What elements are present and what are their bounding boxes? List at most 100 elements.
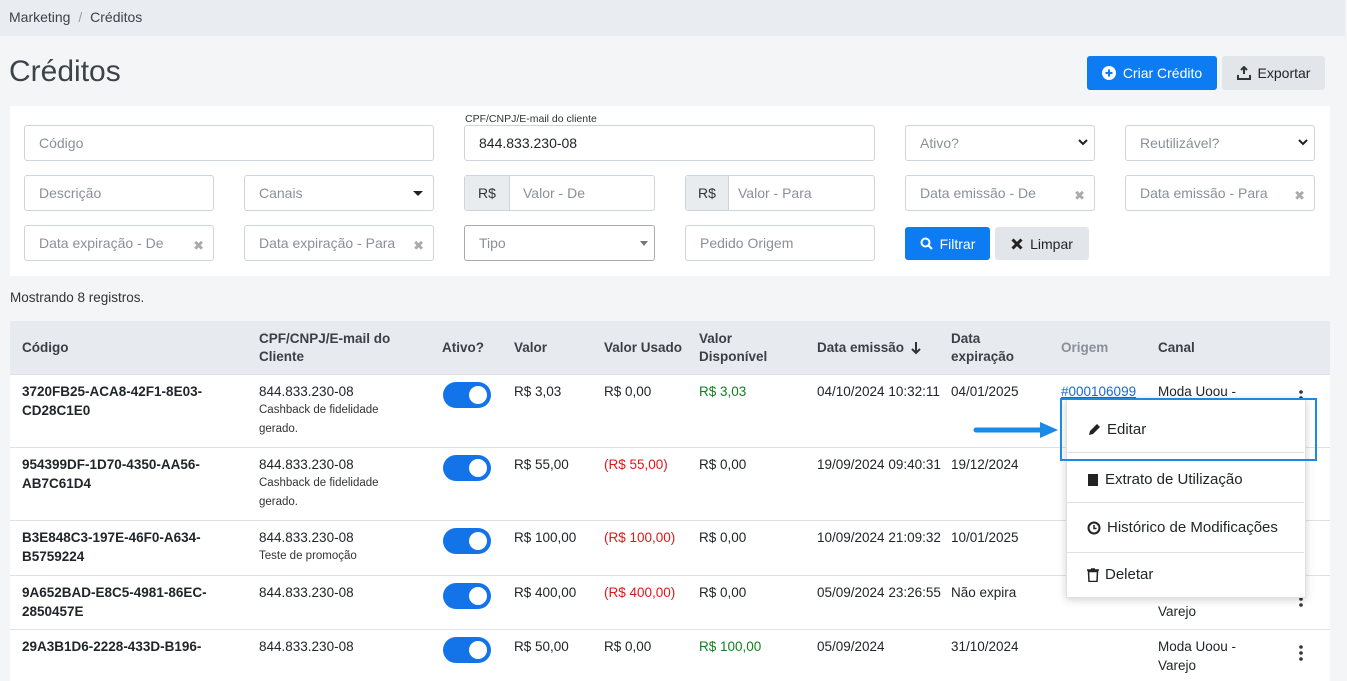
type-select[interactable]: Tipo (464, 225, 655, 261)
menu-item[interactable]: Histórico de Modificações (1067, 503, 1304, 553)
cell-available: R$ 0,00 (699, 585, 747, 600)
highlight-box (1060, 398, 1317, 461)
chevron (1298, 139, 1308, 146)
cell-value: R$ 400,00 (514, 585, 577, 600)
row-divider (10, 447, 1330, 448)
column-header[interactable]: Valor (514, 340, 548, 355)
pointer-arrow (973, 422, 1058, 438)
value-to-input[interactable]: Valor - Para R$ (685, 175, 875, 211)
channels-select[interactable]: Canais (244, 175, 434, 211)
breadcrumb: Marketing / Créditos (9, 9, 142, 25)
cell-issued: 05/09/2024 23:26:55 (817, 585, 941, 600)
menu-label: Deletar (1105, 566, 1154, 583)
code-input[interactable]: Código (24, 125, 434, 161)
clear-x[interactable]: ✖ (193, 238, 204, 253)
table-header (10, 321, 1330, 374)
menu-label: Extrato de Utilização (1105, 471, 1243, 488)
row-actions[interactable] (1296, 645, 1306, 661)
select-label: Reutilizável? (1140, 135, 1220, 151)
cell-value: R$ 50,00 (514, 639, 569, 654)
cell-expires: 04/01/2025 (951, 384, 1019, 399)
column-header[interactable]: Data emissão (817, 330, 937, 366)
cell-note: Teste de promoção (259, 550, 357, 562)
create-button[interactable]: Criar Crédito (1087, 56, 1217, 90)
issued-to-input[interactable]: Data emissão - Para ✖ (1125, 175, 1315, 211)
page-title: Créditos (9, 55, 121, 88)
cell-value: R$ 55,00 (514, 457, 569, 472)
active-select[interactable]: Ativo? (905, 125, 1095, 161)
separator: / (78, 9, 83, 25)
column-header[interactable]: Data expiração (951, 331, 1015, 364)
button-label: Criar Crédito (1122, 65, 1203, 81)
expires-from-input[interactable]: Data expiração - De ✖ (24, 225, 214, 261)
export-icon (1236, 66, 1251, 80)
order-input[interactable]: Pedido Origem (685, 225, 875, 261)
active-toggle[interactable] (443, 455, 491, 481)
row-divider (10, 520, 1330, 521)
search-button[interactable]: Filtrar (905, 227, 990, 260)
description-input[interactable]: Descrição (24, 175, 214, 211)
cell-issued: 10/09/2024 21:09:32 (817, 530, 941, 545)
origin-link[interactable]: #000106099 (1061, 384, 1137, 399)
cell-available: R$ 100,00 (699, 639, 762, 654)
menu-label: Editar (1107, 421, 1147, 438)
column-header[interactable]: Valor Disponível (699, 331, 768, 364)
menu-item[interactable]: Extrato de Utilização (1067, 457, 1304, 503)
clear-x[interactable]: ✖ (1294, 188, 1305, 203)
row-divider (10, 629, 1330, 630)
cell-issued: 19/09/2024 09:40:31 (817, 457, 941, 472)
button-label: Limpar (1030, 235, 1073, 252)
clear-button[interactable]: Limpar (995, 227, 1089, 260)
clear-x[interactable]: ✖ (1074, 188, 1085, 203)
field-label: CPF/CNPJ/E-mail do cliente (465, 113, 597, 125)
breadcrumb-link[interactable]: Marketing (9, 9, 71, 25)
active-toggle[interactable] (443, 583, 491, 609)
issued-from-input[interactable]: Data emissão - De ✖ (905, 175, 1095, 211)
cell-client: 844.833.230-08 (259, 384, 354, 399)
search-icon (920, 237, 933, 250)
book-icon (1088, 473, 1098, 486)
cell-used: R$ 0,00 (604, 384, 652, 399)
cell-code: 29A3B1D6-2228-433D-B196- (22, 639, 202, 654)
column-header[interactable]: Valor Usado (604, 340, 683, 355)
cell-available: R$ 0,00 (699, 457, 747, 472)
breadcrumb-bar (0, 0, 1345, 36)
reusable-select[interactable]: Reutilizável? (1125, 125, 1315, 161)
cell-note: Cashback de fidelidade gerado. (259, 477, 379, 508)
cell-value: R$ 3,03 (514, 384, 562, 399)
caret (640, 241, 648, 246)
column-header[interactable]: Código (22, 340, 69, 355)
cell-client: 844.833.230-08 (259, 585, 354, 600)
cell-used: (R$ 55,00) (604, 457, 668, 472)
clear-x[interactable]: ✖ (413, 238, 424, 253)
currency-addon: R$ (686, 176, 729, 210)
export-button[interactable]: Exportar (1222, 56, 1325, 90)
cell-client: 844.833.230-08 (259, 639, 354, 654)
cell-code: 954399DF-1D70-4350-AA56-AB7C61D4 (22, 457, 200, 491)
column-header[interactable]: Origem (1061, 340, 1109, 355)
trash-icon (1087, 567, 1099, 582)
cell-used: (R$ 400,00) (604, 585, 676, 600)
placeholder: Valor - De (523, 185, 585, 201)
currency-addon: R$ (465, 176, 510, 210)
chevron (1078, 139, 1088, 146)
pencil-icon (1089, 423, 1100, 435)
clock-icon (1087, 521, 1101, 534)
breadcrumb-current: Créditos (90, 9, 143, 25)
active-toggle[interactable] (443, 528, 491, 554)
client-input[interactable]: 844.833.230-08 (464, 125, 875, 161)
column-header[interactable]: CPF/CNPJ/E-mail do Cliente (259, 331, 391, 364)
select-label: Ativo? (920, 135, 959, 151)
kebab-icon (1299, 645, 1303, 661)
menu-item[interactable]: Editar (1067, 407, 1304, 453)
cell-expires: Não expira (951, 585, 1017, 600)
value-from-input[interactable]: Valor - De R$ (464, 175, 655, 211)
menu-item[interactable]: Deletar (1067, 553, 1304, 596)
expires-to-input[interactable]: Data expiração - Para ✖ (244, 225, 434, 261)
placeholder: Valor - Para (738, 185, 812, 201)
column-header[interactable]: Ativo? (442, 340, 484, 355)
column-header[interactable]: Canal (1158, 340, 1195, 355)
placeholder: Data emissão - De (920, 185, 1036, 201)
active-toggle[interactable] (443, 637, 491, 663)
active-toggle[interactable] (443, 382, 491, 408)
